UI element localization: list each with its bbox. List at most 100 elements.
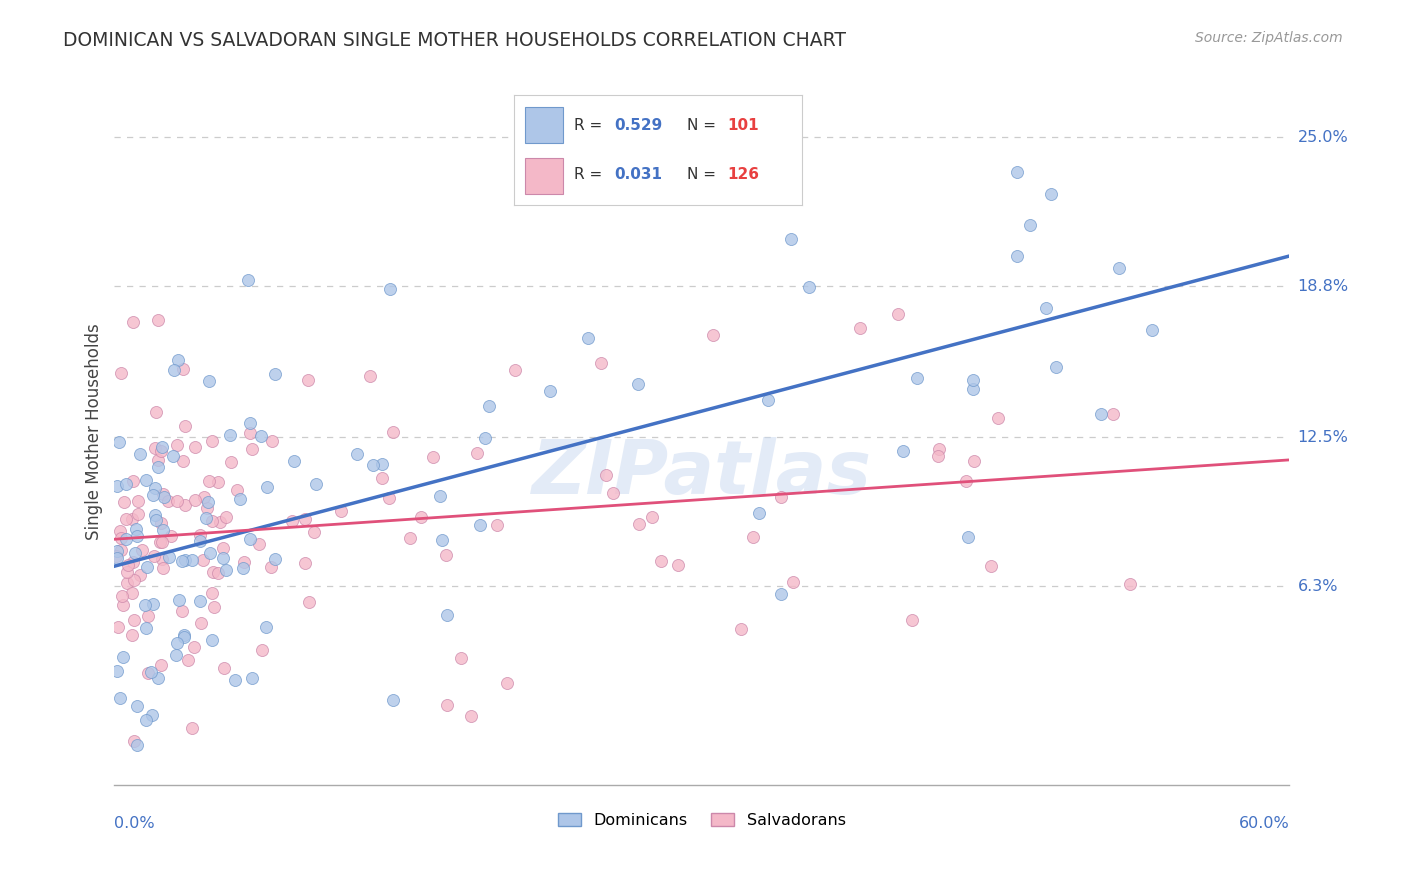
Text: 12.5%: 12.5% [1298, 430, 1348, 445]
Point [485, 517, 508, 532]
Point [283, 454, 305, 468]
Point [122, 734, 145, 748]
Point [150, 440, 173, 454]
Point [160, 529, 183, 543]
Point [180, 552, 202, 566]
Point [115, 512, 138, 526]
Point [465, 445, 488, 459]
Text: 60.0%: 60.0% [1239, 816, 1289, 831]
Point [229, 492, 252, 507]
Point [249, 429, 271, 443]
Point [157, 494, 180, 508]
Point [232, 555, 254, 569]
Point [125, 699, 148, 714]
Text: 0.0%: 0.0% [114, 816, 155, 831]
Point [105, 479, 128, 493]
Point [219, 455, 242, 469]
Point [927, 449, 949, 463]
Point [141, 597, 163, 611]
Point [361, 458, 384, 473]
Point [225, 483, 247, 497]
Point [174, 498, 197, 512]
Point [127, 494, 149, 508]
Point [172, 454, 194, 468]
Point [399, 531, 422, 545]
Point [105, 664, 128, 678]
Point [145, 404, 167, 418]
Point [153, 490, 176, 504]
Point [105, 551, 128, 566]
Point [1140, 322, 1163, 336]
Point [264, 552, 287, 566]
Point [111, 649, 134, 664]
Point [1108, 261, 1130, 276]
Text: 6.3%: 6.3% [1298, 579, 1339, 594]
Point [149, 535, 172, 549]
Point [117, 558, 139, 573]
Point [591, 356, 613, 370]
Point [409, 510, 432, 524]
Point [963, 454, 986, 468]
Point [166, 438, 188, 452]
Point [143, 508, 166, 522]
Point [163, 362, 186, 376]
Point [214, 510, 236, 524]
Point [281, 514, 304, 528]
Point [240, 672, 263, 686]
Point [183, 640, 205, 654]
Point [135, 559, 157, 574]
Point [305, 477, 328, 491]
Point [180, 721, 202, 735]
Point [146, 459, 169, 474]
Point [173, 418, 195, 433]
Point [108, 691, 131, 706]
Point [891, 443, 914, 458]
Point [121, 556, 143, 570]
Point [121, 511, 143, 525]
Point [304, 524, 326, 539]
Point [115, 476, 138, 491]
Point [104, 549, 127, 563]
Point [173, 552, 195, 566]
Point [135, 713, 157, 727]
Point [121, 628, 143, 642]
Point [212, 541, 235, 555]
Point [115, 576, 138, 591]
Point [460, 709, 482, 723]
Point [769, 587, 792, 601]
Point [122, 574, 145, 588]
Point [962, 373, 984, 387]
Point [128, 568, 150, 582]
Point [371, 471, 394, 485]
Point [769, 490, 792, 504]
Legend: Dominicans, Salvadorans: Dominicans, Salvadorans [551, 806, 852, 834]
Point [928, 442, 950, 456]
Point [1005, 249, 1028, 263]
Point [260, 560, 283, 574]
Point [422, 450, 444, 464]
Point [496, 676, 519, 690]
Point [183, 493, 205, 508]
Point [666, 558, 689, 572]
Point [200, 546, 222, 560]
Point [141, 707, 163, 722]
Point [294, 511, 316, 525]
Point [125, 523, 148, 537]
Text: 25.0%: 25.0% [1298, 130, 1348, 145]
Point [742, 530, 765, 544]
Point [627, 516, 650, 531]
Point [195, 511, 218, 525]
Point [166, 493, 188, 508]
Point [146, 453, 169, 467]
Point [595, 467, 617, 482]
Point [782, 574, 804, 589]
Point [957, 530, 980, 544]
Point [730, 622, 752, 636]
Text: DOMINICAN VS SALVADORAN SINGLE MOTHER HOUSEHOLDS CORRELATION CHART: DOMINICAN VS SALVADORAN SINGLE MOTHER HO… [63, 31, 846, 50]
Point [150, 552, 173, 566]
Point [627, 376, 650, 391]
Point [135, 473, 157, 487]
Point [131, 542, 153, 557]
Point [202, 565, 225, 579]
Point [371, 458, 394, 472]
